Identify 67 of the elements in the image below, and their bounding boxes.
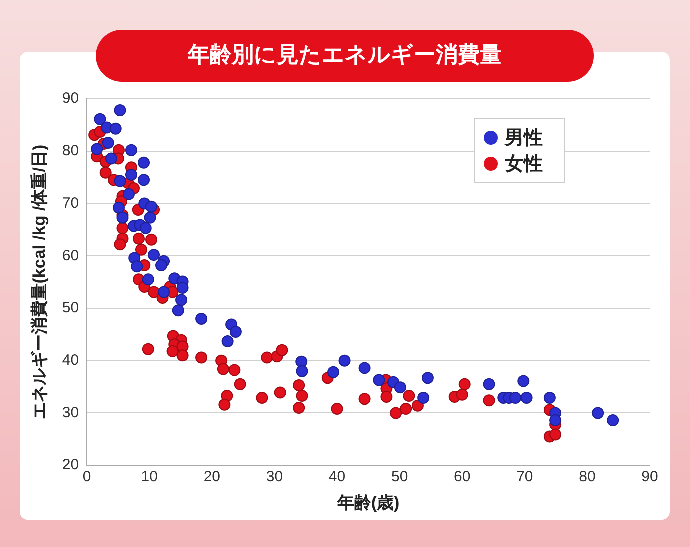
point xyxy=(510,392,522,404)
point xyxy=(114,104,126,117)
point xyxy=(114,175,126,188)
y-tick-label: 80 xyxy=(62,142,80,160)
x-tick-label: 60 xyxy=(454,468,471,486)
point xyxy=(373,374,386,386)
x-tick-label: 0 xyxy=(82,468,92,486)
point xyxy=(230,326,242,338)
legend-label: 女性 xyxy=(504,152,543,175)
point xyxy=(607,414,620,427)
point xyxy=(148,249,160,262)
point xyxy=(125,144,138,156)
point xyxy=(172,304,184,317)
point xyxy=(122,188,135,200)
y-tick-label: 90 xyxy=(62,90,80,108)
point xyxy=(110,122,122,135)
point xyxy=(116,212,129,224)
point xyxy=(140,222,152,234)
y-tick-label: 30 xyxy=(62,404,80,422)
point xyxy=(520,392,533,404)
point xyxy=(358,362,371,374)
y-tick-label: 40 xyxy=(62,352,80,369)
legend-label: 男性 xyxy=(504,126,543,149)
x-tick-label: 30 xyxy=(266,468,284,486)
y-tick-label: 60 xyxy=(62,247,80,264)
point xyxy=(144,212,156,224)
x-tick-label: 70 xyxy=(516,468,534,486)
y-axis-title: エネルギー消費量(kcal /kg /体重/日) xyxy=(30,144,49,420)
point xyxy=(131,260,144,273)
point xyxy=(550,414,562,427)
y-tick-label: 50 xyxy=(62,300,80,317)
point xyxy=(196,312,208,325)
point xyxy=(138,174,150,186)
point xyxy=(222,335,234,348)
point xyxy=(138,156,150,169)
point xyxy=(422,372,434,384)
x-tick-label: 20 xyxy=(204,468,221,486)
point xyxy=(394,382,406,394)
point xyxy=(338,354,351,367)
point xyxy=(112,202,125,214)
x-tick-label: 80 xyxy=(579,468,596,486)
y-tick-label: 70 xyxy=(62,194,80,212)
point xyxy=(176,282,189,294)
point xyxy=(176,294,188,306)
point xyxy=(158,286,170,298)
point xyxy=(91,143,104,156)
point xyxy=(146,200,158,213)
y-tick-label: 20 xyxy=(62,456,80,474)
chart-title: 年齢別に見たエネルギー消費量 xyxy=(96,30,594,82)
x-tick-label: 40 xyxy=(328,468,346,486)
point xyxy=(142,274,154,286)
point xyxy=(328,366,340,378)
x-tick-label: 90 xyxy=(642,468,658,486)
point xyxy=(296,365,308,378)
point xyxy=(592,407,604,420)
x-tick-label: 10 xyxy=(141,468,158,486)
point xyxy=(418,392,430,404)
point xyxy=(94,113,106,126)
x-tick-label: 50 xyxy=(391,468,408,486)
point xyxy=(518,375,530,388)
point xyxy=(125,168,138,181)
point xyxy=(156,260,168,272)
point xyxy=(105,152,118,165)
point xyxy=(483,378,496,390)
point xyxy=(102,136,114,149)
point xyxy=(544,392,556,404)
x-axis-title: 年齢(歳) xyxy=(336,493,400,512)
